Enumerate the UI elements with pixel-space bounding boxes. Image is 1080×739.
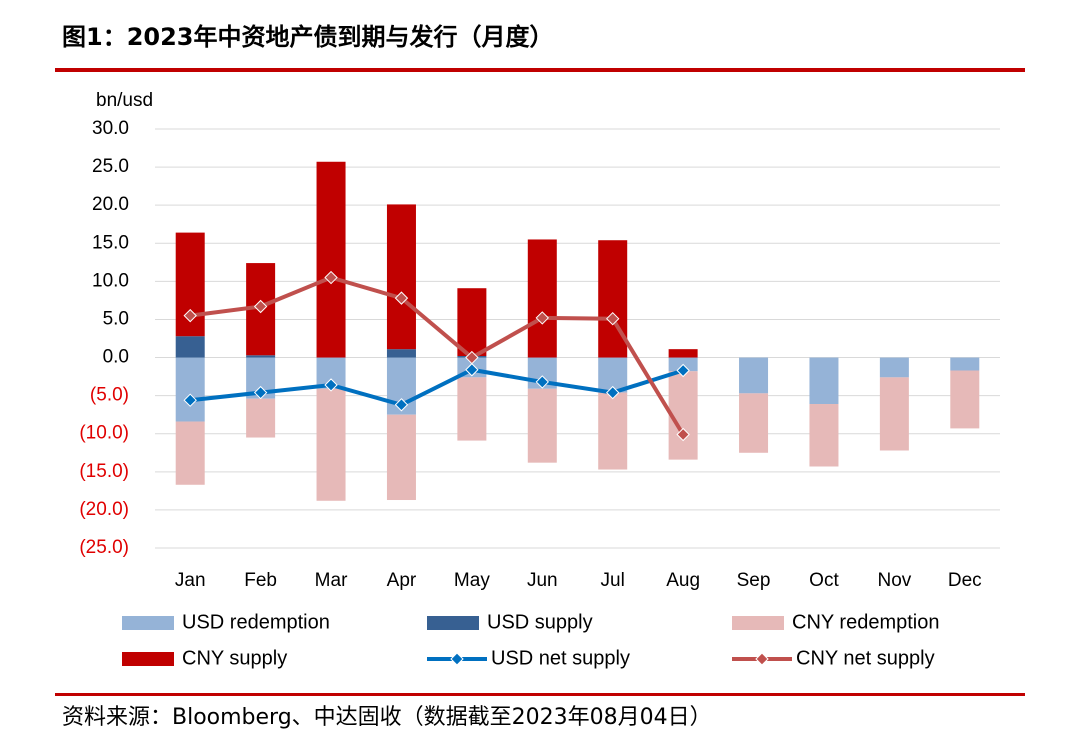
bar xyxy=(175,336,205,358)
x-tick-label: Jul xyxy=(601,570,625,591)
bar xyxy=(739,393,769,453)
bar xyxy=(457,288,487,357)
bar xyxy=(598,240,628,358)
y-tick-label: 5.0 xyxy=(103,308,129,329)
x-tick-label: Nov xyxy=(877,570,911,591)
bar xyxy=(879,377,909,451)
line-marker xyxy=(465,363,479,377)
x-tick-label: Aug xyxy=(666,570,700,591)
line-marker xyxy=(183,393,197,407)
bar xyxy=(598,392,628,470)
legend-label: CNY net supply xyxy=(796,647,935,669)
bar xyxy=(879,357,909,378)
x-tick-label: Apr xyxy=(387,570,417,591)
line-marker xyxy=(253,385,268,400)
bar xyxy=(527,388,557,463)
line xyxy=(189,367,684,407)
y-tick-label: 25.0 xyxy=(92,156,129,177)
y-tick-label: (20.0) xyxy=(79,499,129,520)
legend-label: USD redemption xyxy=(182,611,330,633)
y-tick-label: 15.0 xyxy=(92,232,129,253)
source-note: 资料来源：Bloomberg、中达固收（数据截至2023年08月04日） xyxy=(62,705,712,730)
x-tick-label: Mar xyxy=(315,570,348,591)
legend-label: CNY redemption xyxy=(792,611,939,633)
legend-marker xyxy=(755,652,769,666)
line-marker xyxy=(183,308,197,323)
bar xyxy=(246,355,276,358)
legend-label: USD net supply xyxy=(491,647,630,669)
y-tick-label: (5.0) xyxy=(90,385,129,406)
line-marker xyxy=(676,427,690,442)
legend-marker xyxy=(450,652,464,666)
line-marker xyxy=(465,350,479,365)
bar xyxy=(175,421,205,485)
y-tick-label: 20.0 xyxy=(92,194,129,215)
line-marker xyxy=(535,375,549,389)
line-marker xyxy=(324,378,338,392)
x-tick-label: Feb xyxy=(244,570,277,591)
bar xyxy=(809,404,839,467)
bar xyxy=(527,239,557,358)
y-axis-label: bn/usd xyxy=(96,90,153,111)
y-tick-label: (25.0) xyxy=(79,537,129,558)
line-marker xyxy=(394,291,409,305)
bar xyxy=(950,370,980,429)
bar xyxy=(739,357,769,394)
bar xyxy=(386,349,416,358)
x-tick-label: Sep xyxy=(737,570,771,591)
bar xyxy=(316,388,346,501)
y-tick-label: 30.0 xyxy=(92,118,129,139)
line-marker xyxy=(535,311,549,325)
bar xyxy=(950,357,980,371)
legend-label: USD supply xyxy=(487,611,593,633)
chart-title: 图1：2023年中资地产债到期与发行（月度） xyxy=(62,23,554,51)
legend-swatch xyxy=(122,616,174,630)
bar xyxy=(175,357,205,422)
x-tick-label: May xyxy=(454,570,490,591)
bar xyxy=(809,357,839,405)
line xyxy=(189,275,685,436)
legend-label: CNY supply xyxy=(182,647,287,669)
x-tick-label: Oct xyxy=(809,570,839,591)
bar xyxy=(668,349,698,358)
x-tick-label: Jan xyxy=(175,570,206,591)
bar xyxy=(316,161,346,358)
bar xyxy=(386,204,416,350)
bar xyxy=(386,414,416,501)
bar xyxy=(457,377,487,441)
x-tick-label: Jun xyxy=(527,570,558,591)
legend-swatch xyxy=(427,616,479,630)
x-tick-label: Dec xyxy=(948,570,982,591)
legend-swatch xyxy=(732,616,784,630)
line-marker xyxy=(253,299,268,314)
bar xyxy=(246,398,276,438)
y-tick-label: (15.0) xyxy=(79,461,129,482)
line-marker xyxy=(324,270,338,285)
legend-swatch xyxy=(122,652,174,666)
line-marker xyxy=(394,398,409,412)
y-tick-label: 10.0 xyxy=(92,270,129,291)
line-marker xyxy=(606,385,620,400)
y-tick-label: (10.0) xyxy=(79,423,129,444)
y-tick-label: 0.0 xyxy=(103,347,129,368)
title-rule xyxy=(55,68,1025,72)
line-marker xyxy=(606,311,620,326)
footer-rule xyxy=(55,693,1025,696)
line-marker xyxy=(676,363,690,378)
